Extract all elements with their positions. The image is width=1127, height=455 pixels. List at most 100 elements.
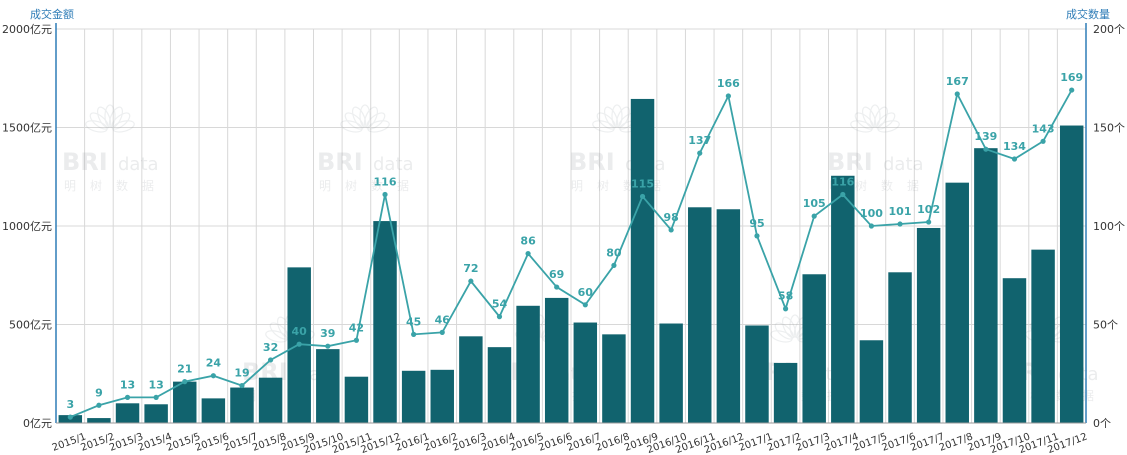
bar bbox=[974, 148, 998, 423]
line-point bbox=[96, 402, 102, 408]
line-point bbox=[811, 213, 817, 219]
watermark-leaf bbox=[351, 106, 367, 129]
line-data-label: 169 bbox=[1060, 71, 1083, 84]
left-tick-label: 1000亿元 bbox=[2, 220, 52, 233]
line-point bbox=[153, 394, 159, 400]
line-data-label: 32 bbox=[263, 341, 278, 354]
watermark-leaf bbox=[359, 104, 371, 128]
watermark-leaf bbox=[265, 330, 288, 343]
watermark-leaf bbox=[104, 104, 116, 128]
watermark-leaf bbox=[877, 120, 900, 133]
right-axis-title: 成交数量 bbox=[1066, 8, 1110, 21]
line-data-label: 13 bbox=[148, 378, 163, 391]
bar bbox=[87, 418, 111, 423]
watermark-leaf bbox=[112, 120, 135, 133]
line-point bbox=[496, 314, 503, 320]
watermark-word: data bbox=[883, 154, 924, 175]
line-data-label: 139 bbox=[974, 130, 997, 143]
line-point bbox=[124, 394, 131, 400]
line-data-label: 72 bbox=[463, 262, 478, 275]
line-data-label: 60 bbox=[578, 286, 594, 299]
bar bbox=[888, 272, 912, 423]
left-axis-title: 成交金额 bbox=[30, 8, 74, 21]
watermark-chars: 明树数据 bbox=[64, 178, 168, 193]
bar bbox=[688, 207, 712, 423]
line-data-label: 9 bbox=[95, 386, 103, 399]
left-tick-label: 1500亿元 bbox=[2, 122, 52, 135]
line-data-label: 39 bbox=[320, 327, 335, 340]
watermark-leaf bbox=[854, 112, 874, 130]
line-point bbox=[239, 382, 245, 389]
line-point bbox=[668, 227, 674, 233]
watermark-leaf bbox=[774, 322, 794, 340]
bar bbox=[459, 336, 483, 423]
watermark-leaf bbox=[615, 106, 631, 129]
bar bbox=[373, 221, 397, 423]
line-point bbox=[611, 262, 617, 268]
watermark-leaf bbox=[861, 106, 877, 129]
line-data-label: 95 bbox=[749, 217, 764, 230]
line-point bbox=[840, 191, 846, 198]
line-point bbox=[439, 329, 445, 335]
line-point bbox=[382, 191, 388, 198]
bar bbox=[401, 370, 426, 423]
watermark-word: data bbox=[118, 154, 159, 175]
line-point bbox=[182, 379, 188, 385]
line-data-label: 115 bbox=[631, 177, 654, 190]
bar bbox=[1059, 125, 1084, 423]
line-point bbox=[754, 233, 760, 239]
watermark-chars: 明树数据 bbox=[319, 178, 423, 193]
watermark-leaf bbox=[366, 112, 386, 130]
bar bbox=[344, 376, 369, 423]
bar bbox=[716, 209, 741, 423]
line-data-label: 134 bbox=[1003, 140, 1026, 153]
watermark-leaf bbox=[367, 120, 390, 133]
line-point bbox=[926, 219, 932, 225]
line-data-label: 166 bbox=[717, 77, 740, 90]
line-point bbox=[210, 373, 216, 379]
line-data-label: 101 bbox=[889, 205, 912, 218]
right-tick-label: 150个 bbox=[1093, 122, 1125, 135]
watermark-leaf bbox=[781, 316, 797, 339]
bar bbox=[831, 175, 855, 423]
bar bbox=[745, 325, 769, 423]
line-point bbox=[639, 193, 646, 200]
bar bbox=[1031, 249, 1055, 423]
right-tick-label: 0个 bbox=[1093, 417, 1111, 430]
line-data-label: 21 bbox=[177, 363, 192, 376]
line-data-label: 19 bbox=[234, 367, 249, 380]
bar bbox=[516, 305, 540, 423]
line-data-label: 45 bbox=[406, 315, 421, 328]
line-data-label: 24 bbox=[206, 357, 222, 370]
line-data-label: 105 bbox=[803, 197, 826, 210]
watermark-leaf bbox=[876, 112, 896, 130]
watermark-logo: BRI bbox=[569, 148, 615, 176]
bar bbox=[258, 377, 283, 423]
bar bbox=[1002, 278, 1027, 423]
line-point bbox=[1011, 156, 1018, 162]
watermark-chars: 明树数据 bbox=[571, 178, 675, 193]
line-point bbox=[411, 331, 417, 337]
line-point bbox=[296, 341, 302, 347]
right-tick-label: 50个 bbox=[1093, 319, 1118, 332]
watermark-leaf bbox=[96, 106, 112, 129]
line-data-label: 3 bbox=[66, 398, 74, 411]
bar bbox=[945, 182, 969, 423]
line-data-label: 167 bbox=[946, 75, 969, 88]
line-data-label: 116 bbox=[831, 175, 854, 188]
watermark-leaf bbox=[770, 330, 793, 343]
line-point bbox=[1069, 87, 1075, 93]
line-point bbox=[67, 414, 73, 420]
line-data-label: 116 bbox=[374, 175, 397, 188]
bar bbox=[201, 398, 226, 423]
bar bbox=[115, 403, 140, 423]
line-point bbox=[267, 357, 274, 363]
watermark-leaf bbox=[603, 106, 619, 129]
left-tick-label: 0亿元 bbox=[23, 417, 52, 430]
line-point bbox=[868, 223, 875, 229]
bar bbox=[173, 381, 197, 423]
line-data-label: 86 bbox=[520, 235, 536, 248]
line-data-label: 69 bbox=[549, 268, 564, 281]
watermark-leaf bbox=[596, 112, 616, 130]
